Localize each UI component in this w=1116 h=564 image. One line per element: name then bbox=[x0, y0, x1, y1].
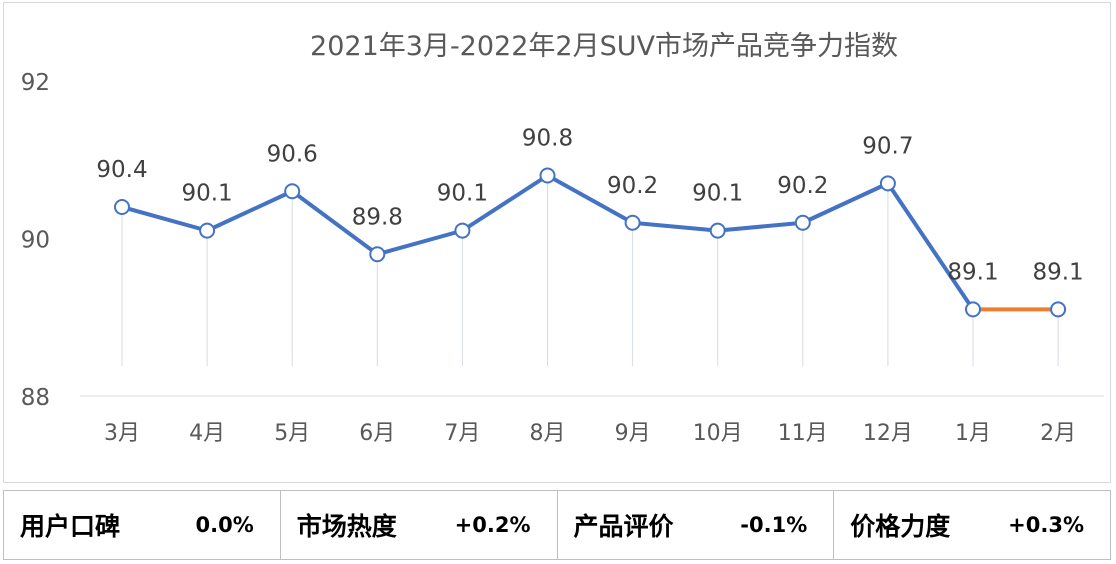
y-tick-label: 92 bbox=[21, 70, 50, 96]
x-tick-label: 1月 bbox=[955, 421, 991, 446]
series-line bbox=[121, 173, 1059, 312]
metric-label: 用户口碑 bbox=[20, 512, 121, 541]
x-tick-label: 3月 bbox=[104, 421, 140, 446]
data-labels: 90.4 90.1 90.6 89.8 90.1 90.8 90.2 90.1 90.2 90.7… bbox=[96, 126, 1083, 286]
data-label: 90.4 bbox=[96, 157, 147, 183]
data-label: 90.7 bbox=[862, 133, 913, 159]
chart-title: 2021年3月-2022年2月SUV市场产品竞争力指数 bbox=[310, 31, 898, 62]
data-label: 90.1 bbox=[181, 181, 232, 207]
data-point bbox=[879, 175, 896, 192]
metrics-bar: 用户口碑 0.0% 市场热度 +0.2% 产品评价 -0.1% 价格力度 +0.… bbox=[3, 490, 1111, 560]
data-point bbox=[709, 222, 726, 239]
metric-value: +0.2% bbox=[454, 513, 531, 537]
x-tick-label: 2月 bbox=[1040, 421, 1076, 446]
x-tick-label: 5月 bbox=[274, 421, 310, 446]
data-point bbox=[114, 199, 130, 215]
drop-lines bbox=[121, 175, 1059, 366]
data-point bbox=[284, 183, 301, 200]
metric-price-strength: 价格力度 +0.3% bbox=[834, 491, 1110, 559]
x-tick-label: 4月 bbox=[189, 421, 225, 446]
metric-value: +0.3% bbox=[1008, 513, 1084, 537]
data-label: 90.2 bbox=[607, 173, 658, 199]
data-point bbox=[539, 167, 556, 184]
chart-frame: 2021年3月-2022年2月SUV市场产品竞争力指数 88 90 92 3月 4月 5… bbox=[3, 2, 1111, 483]
y-axis-ticks: 88 90 92 bbox=[21, 70, 50, 411]
metric-label: 产品评价 bbox=[573, 512, 674, 541]
x-axis-ticks: 3月 4月 5月 6月 7月 8月 9月 10月 11月 12月 1月 2月 bbox=[104, 421, 1076, 446]
y-tick-label: 88 bbox=[21, 385, 50, 411]
x-tick-label: 11月 bbox=[778, 421, 828, 446]
metric-value: -0.1% bbox=[740, 513, 808, 537]
data-label: 90.1 bbox=[692, 181, 743, 207]
data-point bbox=[1050, 301, 1067, 318]
data-point bbox=[794, 214, 811, 231]
data-label: 89.1 bbox=[1032, 259, 1083, 285]
metric-market-heat: 市场热度 +0.2% bbox=[281, 491, 558, 559]
metric-label: 价格力度 bbox=[850, 512, 951, 541]
x-tick-label: 12月 bbox=[863, 421, 913, 446]
x-tick-label: 10月 bbox=[693, 421, 743, 446]
metric-value: 0.0% bbox=[195, 513, 254, 537]
data-point bbox=[369, 246, 386, 263]
x-tick-label: 7月 bbox=[444, 421, 480, 446]
data-point bbox=[624, 214, 641, 231]
x-tick-label: 6月 bbox=[359, 421, 395, 446]
data-label: 90.2 bbox=[777, 173, 828, 199]
metric-user-reputation: 用户口碑 0.0% bbox=[4, 491, 281, 559]
line-chart: 2021年3月-2022年2月SUV市场产品竞争力指数 88 90 92 3月 4月 5… bbox=[21, 31, 1104, 446]
data-point bbox=[965, 301, 981, 318]
data-label: 90.8 bbox=[522, 126, 573, 152]
data-point bbox=[454, 222, 471, 239]
y-tick-label: 90 bbox=[21, 228, 50, 254]
data-label: 89.8 bbox=[352, 204, 403, 230]
metric-label: 市场热度 bbox=[296, 512, 397, 541]
data-point bbox=[199, 222, 216, 239]
data-label: 89.1 bbox=[947, 259, 998, 285]
x-tick-label: 9月 bbox=[615, 421, 651, 446]
series-points bbox=[114, 167, 1067, 318]
data-label: 90.6 bbox=[267, 141, 318, 167]
metric-product-rating: 产品评价 -0.1% bbox=[558, 491, 835, 559]
data-label: 90.1 bbox=[437, 181, 488, 207]
x-tick-label: 8月 bbox=[530, 421, 566, 446]
